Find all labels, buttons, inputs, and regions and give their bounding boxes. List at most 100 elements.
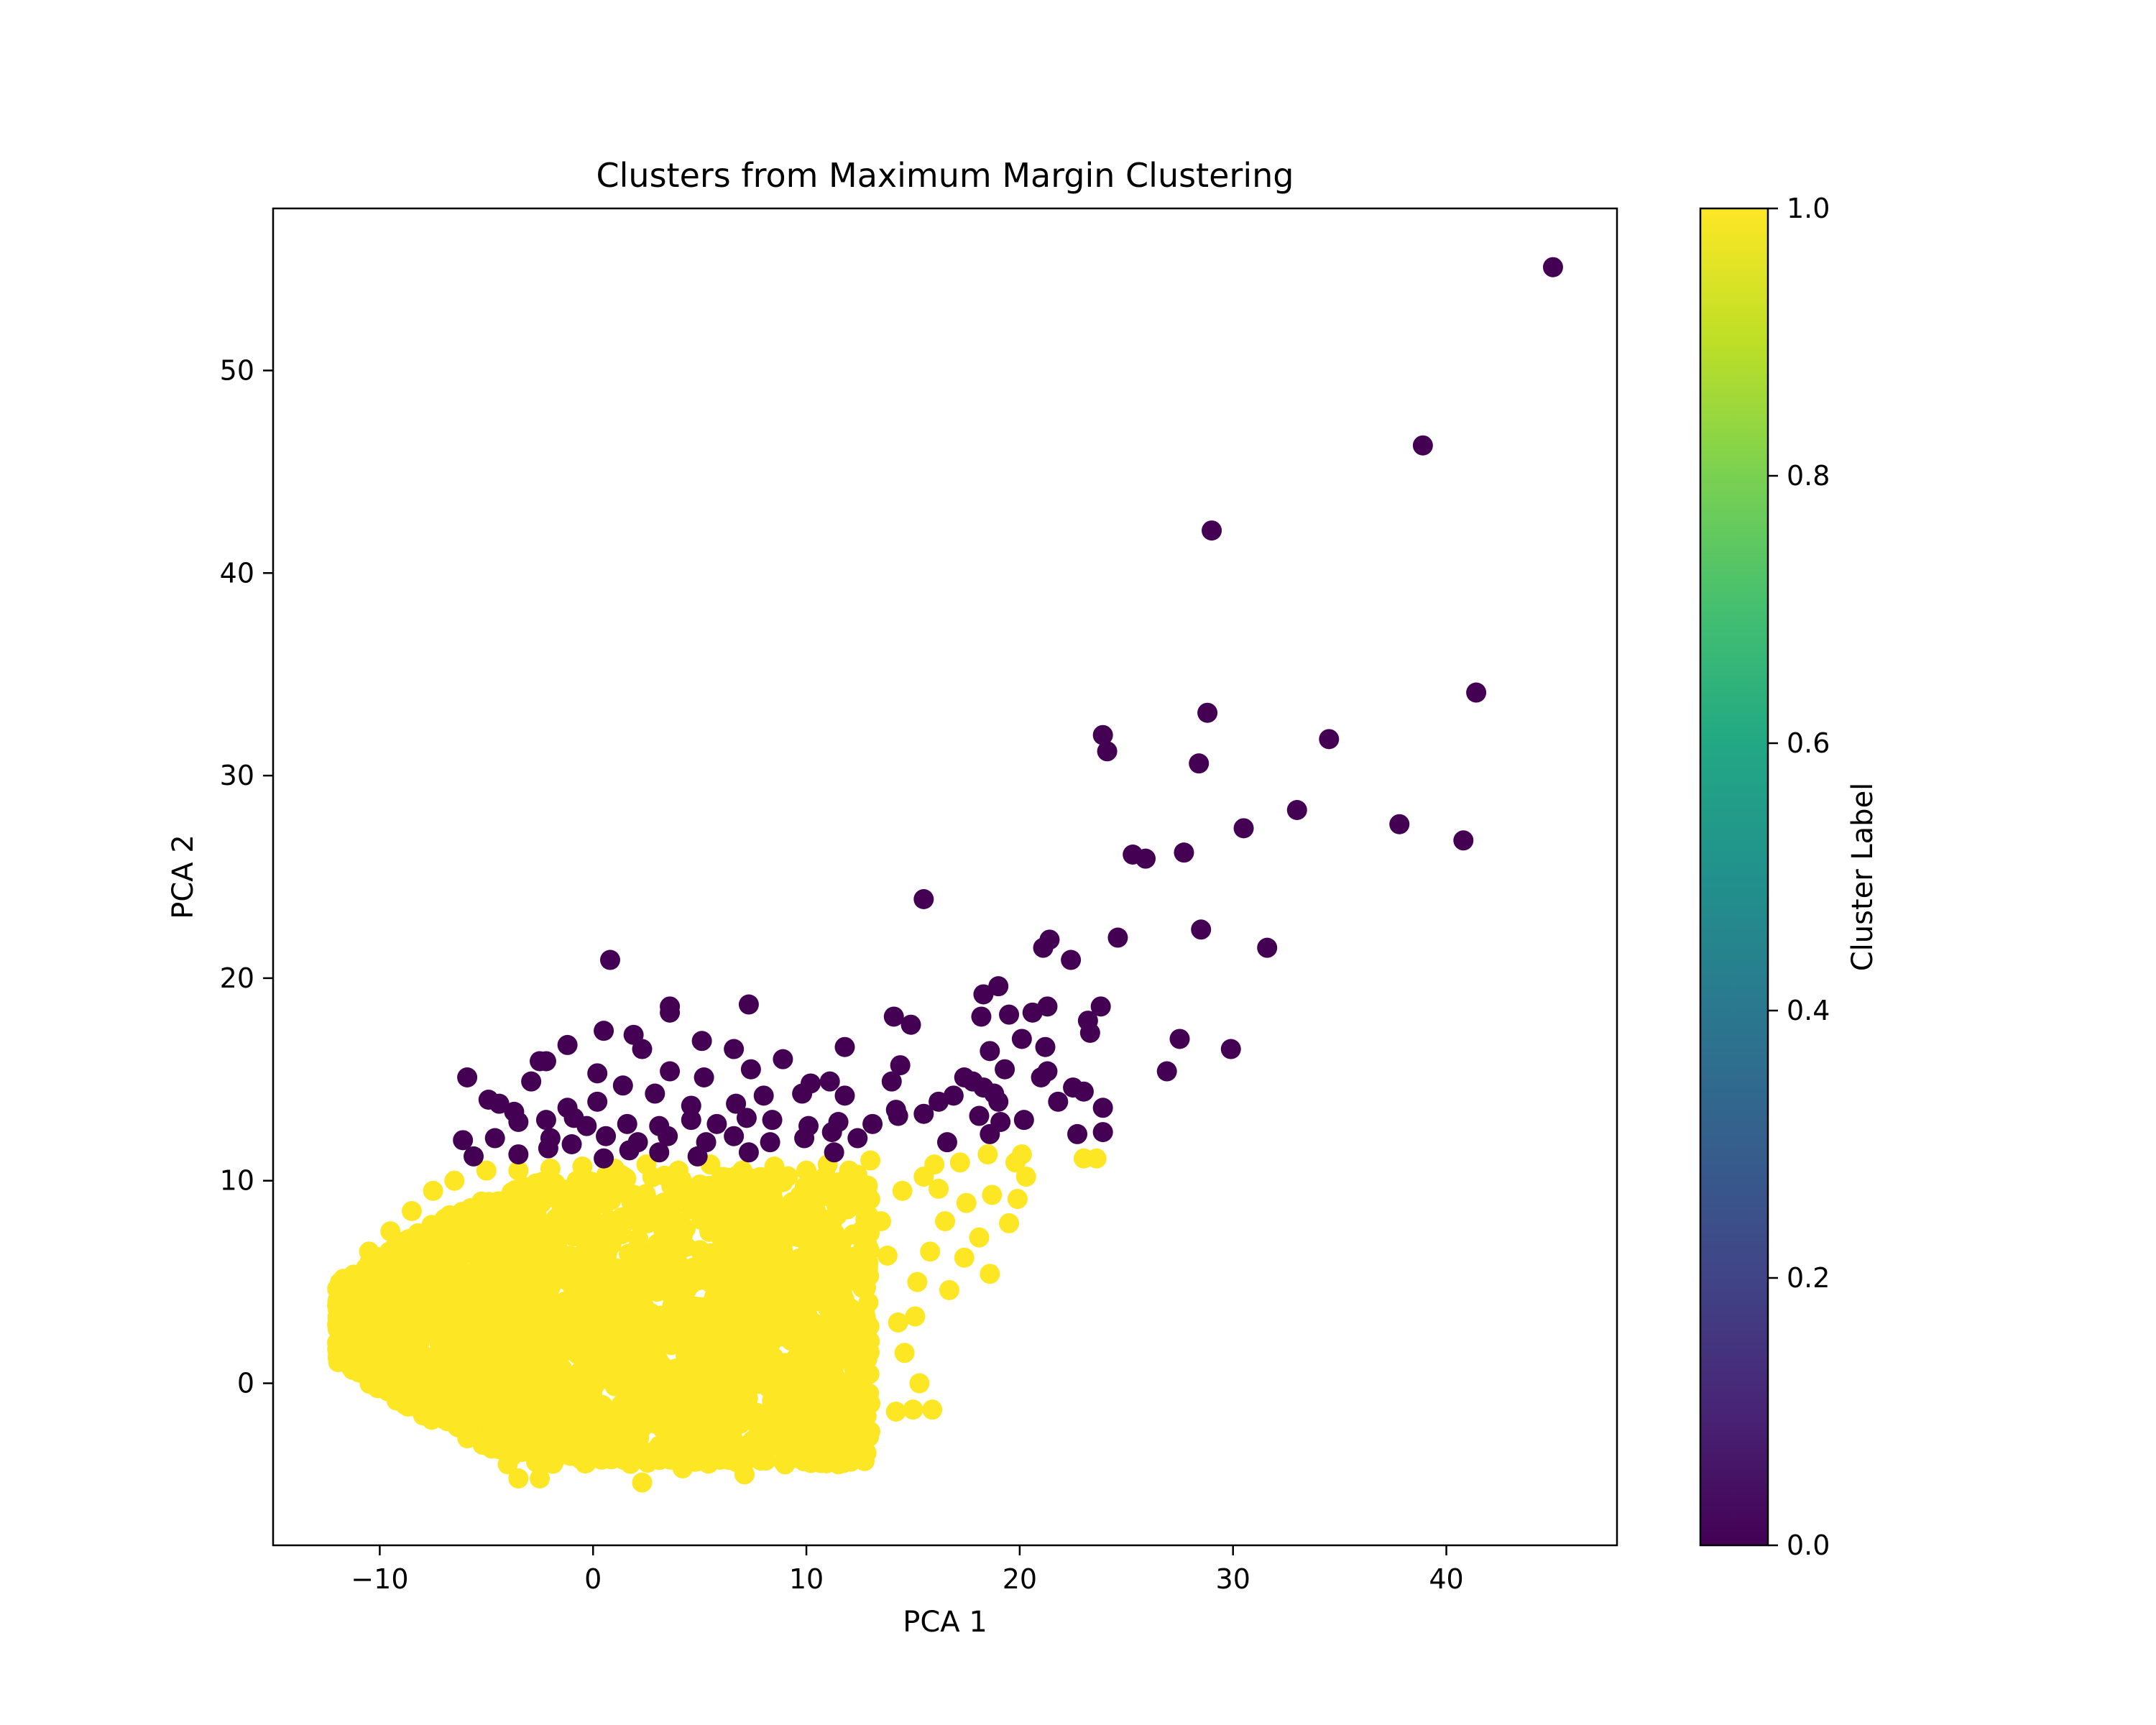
scatter-point-cluster-0 <box>794 1128 815 1149</box>
scatter-point-cluster-1 <box>858 1292 879 1313</box>
scatter-point-cluster-0 <box>1061 949 1082 970</box>
y-tick-label: 40 <box>220 557 254 589</box>
scatter-point-cluster-1 <box>476 1434 497 1455</box>
scatter-point-cluster-1 <box>385 1261 406 1282</box>
scatter-point-cluster-1 <box>956 1192 977 1213</box>
scatter-point-cluster-1 <box>646 1345 667 1366</box>
colorbar-gradient <box>1700 208 1768 1545</box>
scatter-point-cluster-1 <box>870 1211 891 1232</box>
scatter-point-cluster-0 <box>1048 1091 1069 1112</box>
scatter-point-cluster-0 <box>1174 842 1194 863</box>
scatter-point-cluster-0 <box>847 1128 868 1149</box>
x-tick-label: 40 <box>1429 1563 1463 1595</box>
colorbar-tick-label: 0.4 <box>1787 995 1830 1026</box>
scatter-point-cluster-1 <box>672 1458 693 1478</box>
scatter-point-cluster-0 <box>1189 753 1210 774</box>
scatter-point-cluster-1 <box>949 1152 970 1173</box>
scatter-point-cluster-1 <box>767 1376 788 1397</box>
scatter-point-cluster-1 <box>571 1251 591 1272</box>
scatter-point-cluster-1 <box>505 1180 525 1201</box>
scatter-point-cluster-1 <box>710 1240 731 1261</box>
scatter-point-cluster-0 <box>1079 1023 1100 1043</box>
scatter-point-cluster-0 <box>973 984 994 1005</box>
scatter-point-cluster-1 <box>839 1183 860 1204</box>
scatter-point-cluster-1 <box>391 1383 412 1404</box>
scatter-point-cluster-1 <box>522 1370 543 1391</box>
chart-title: Clusters from Maximum Margin Clustering <box>596 156 1294 195</box>
scatter-point-cluster-1 <box>421 1222 442 1243</box>
scatter-point-cluster-0 <box>834 1085 855 1106</box>
scatter-point-cluster-1 <box>722 1185 743 1206</box>
x-tick-label: 0 <box>584 1563 602 1595</box>
scatter-point-cluster-1 <box>768 1264 788 1284</box>
scatter-point-cluster-1 <box>854 1188 875 1209</box>
scatter-point-cluster-1 <box>757 1187 778 1208</box>
scatter-point-cluster-1 <box>412 1393 433 1414</box>
scatter-point-cluster-0 <box>773 1049 793 1070</box>
scatter-point-cluster-1 <box>648 1413 669 1434</box>
scatter-point-cluster-0 <box>1092 1098 1113 1118</box>
scatter-point-cluster-1 <box>835 1245 856 1266</box>
scatter-point-cluster-0 <box>563 1108 584 1128</box>
scatter-point-cluster-1 <box>894 1343 915 1363</box>
scatter-point-cluster-1 <box>385 1312 406 1333</box>
scatter-point-cluster-1 <box>566 1225 587 1246</box>
scatter-point-cluster-1 <box>380 1221 401 1242</box>
scatter-point-cluster-1 <box>888 1312 908 1333</box>
scatter-point-cluster-1 <box>632 1472 653 1493</box>
scatter-point-cluster-1 <box>969 1227 990 1248</box>
x-axis-label: PCA 1 <box>903 1606 987 1639</box>
colorbar-label: Cluster Label <box>1846 783 1879 972</box>
scatter-point-cluster-1 <box>369 1373 390 1394</box>
scatter-point-cluster-1 <box>602 1448 623 1469</box>
scatter-point-cluster-1 <box>713 1401 734 1422</box>
scatter-point-cluster-0 <box>1011 1029 1032 1049</box>
scatter-point-cluster-0 <box>1092 724 1113 745</box>
colorbar-frame <box>1699 207 1769 1547</box>
x-tick-label: 30 <box>1216 1563 1250 1595</box>
scatter-point-cluster-1 <box>663 1213 683 1234</box>
scatter-point-cluster-0 <box>645 1083 665 1104</box>
scatter-point-cluster-1 <box>484 1246 505 1267</box>
scatter-point-cluster-0 <box>687 1146 708 1167</box>
scatter-point-cluster-1 <box>836 1265 857 1286</box>
scatter-point-cluster-0 <box>594 1148 614 1169</box>
scatter-point-cluster-0 <box>1092 1122 1113 1143</box>
scatter-point-cluster-1 <box>860 1393 881 1414</box>
scatter-point-cluster-1 <box>783 1422 803 1443</box>
scatter-point-cluster-1 <box>456 1302 477 1322</box>
scatter-point-cluster-1 <box>540 1376 561 1397</box>
scatter-point-cluster-0 <box>821 1122 842 1143</box>
scatter-point-cluster-1 <box>909 1373 930 1394</box>
scatter-point-cluster-1 <box>977 1144 998 1165</box>
scatter-point-cluster-1 <box>920 1241 941 1262</box>
scatter-point-cluster-1 <box>954 1247 975 1268</box>
scatter-point-cluster-1 <box>713 1344 734 1365</box>
scatter-point-cluster-0 <box>1135 848 1156 869</box>
scatter-point-cluster-0 <box>457 1067 478 1087</box>
scatter-point-cluster-1 <box>389 1338 410 1358</box>
scatter-point-cluster-0 <box>561 1134 582 1154</box>
scatter-point-cluster-0 <box>706 1113 727 1134</box>
scatter-point-cluster-1 <box>786 1321 807 1342</box>
scatter-point-cluster-0 <box>738 1142 759 1163</box>
y-tick-label: 30 <box>220 760 254 791</box>
scatter-point-cluster-1 <box>657 1280 678 1301</box>
scatter-point-cluster-1 <box>612 1224 632 1245</box>
scatter-point-cluster-1 <box>763 1347 784 1368</box>
scatter-point-cluster-1 <box>419 1321 440 1342</box>
scatter-point-cluster-1 <box>636 1154 657 1175</box>
scatter-point-cluster-0 <box>1286 800 1307 820</box>
scatter-point-cluster-0 <box>988 1091 1009 1112</box>
scatter-point-cluster-1 <box>489 1398 510 1419</box>
scatter-point-cluster-1 <box>661 1309 682 1330</box>
scatter-point-cluster-0 <box>557 1034 578 1055</box>
scatter-point-cluster-1 <box>530 1427 550 1448</box>
scatter-point-cluster-1 <box>530 1339 551 1360</box>
scatter-point-cluster-1 <box>799 1249 820 1270</box>
scatter-point-cluster-0 <box>881 1071 902 1092</box>
scatter-point-cluster-0 <box>1039 929 1060 950</box>
scatter-point-cluster-1 <box>716 1420 737 1440</box>
scatter-point-cluster-0 <box>596 1126 617 1146</box>
scatter-point-cluster-1 <box>515 1409 536 1430</box>
